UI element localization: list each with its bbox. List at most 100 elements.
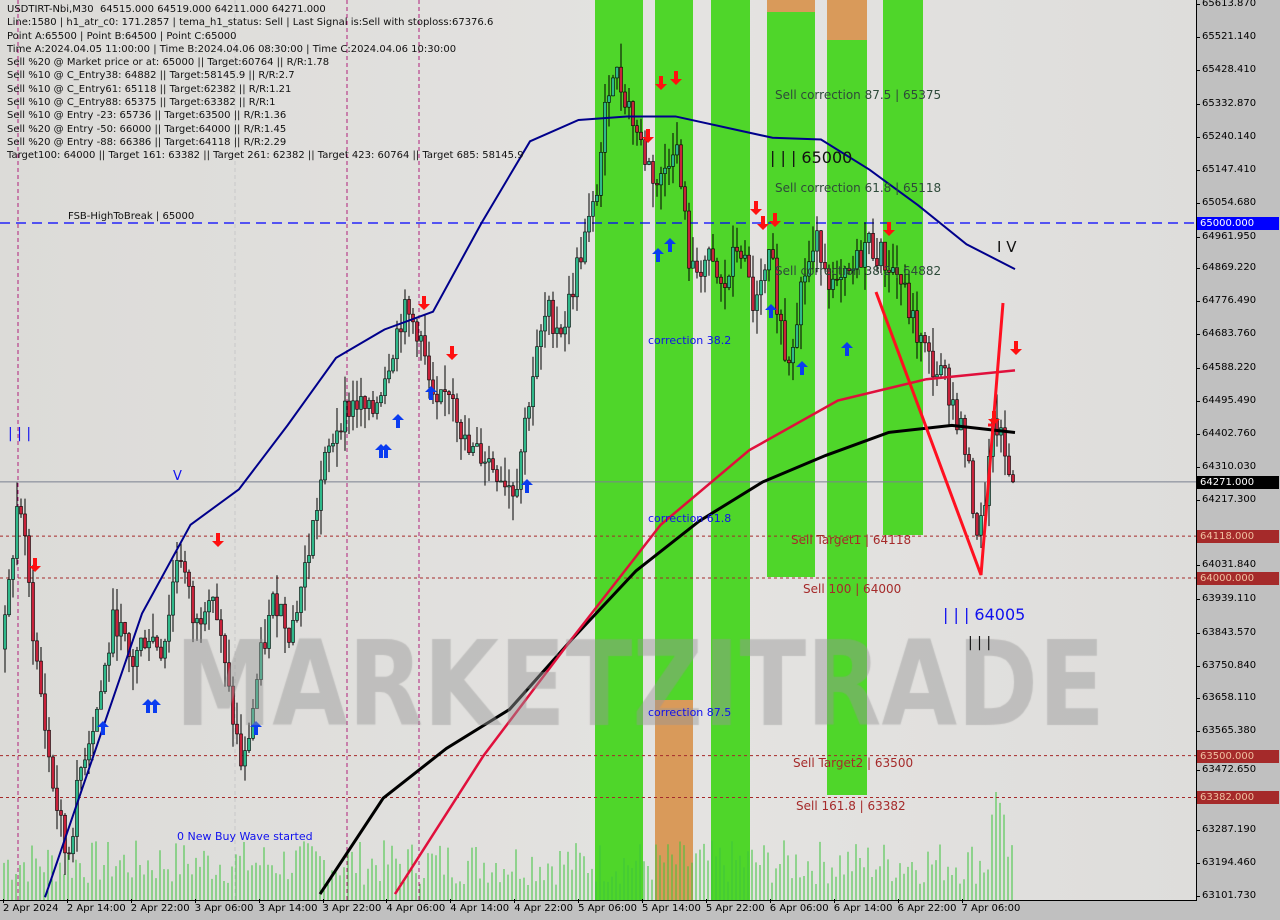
candle-body: [363, 396, 367, 409]
price-level-tag: 64000.000: [1197, 572, 1279, 586]
candle-body: [315, 510, 319, 521]
info-line: Sell %10 @ C_Entry61: 65118 || Target:62…: [7, 83, 292, 95]
candle-body: [623, 91, 627, 108]
candle-body: [491, 458, 495, 470]
price-tick: 64217.300: [1195, 493, 1257, 505]
candle-body: [187, 571, 191, 587]
signal-band: [767, 0, 815, 12]
price-tick: 63939.110: [1195, 592, 1257, 604]
wave-64005-label: | | | 64005: [943, 605, 1026, 624]
candle-body: [239, 733, 243, 767]
candle-body: [971, 460, 975, 514]
candle-body: [103, 664, 107, 692]
candle-body: [735, 246, 739, 252]
time-tick: 5 Apr 14:00: [642, 899, 701, 914]
candle-body: [451, 394, 455, 399]
candle-body: [931, 350, 935, 378]
candle-body: [415, 321, 419, 342]
candle-body: [767, 249, 771, 271]
candle-body: [607, 95, 611, 103]
candle-body: [527, 406, 531, 419]
price-tick: 65428.410: [1195, 63, 1257, 75]
candle-body: [227, 662, 231, 687]
info-line: USDTIRT-Nbi,M30 64515.000 64519.000 6421…: [7, 4, 326, 15]
candle-body: [327, 445, 331, 453]
candle-body: [795, 324, 799, 348]
candle-body: [379, 395, 383, 404]
candle-body: [683, 186, 687, 212]
price-tick: 65054.680: [1195, 196, 1257, 208]
candle-body: [923, 335, 927, 344]
time-tick: 5 Apr 22:00: [705, 899, 765, 914]
sell-arrow-icon: [1010, 341, 1022, 355]
candle-body: [107, 652, 111, 666]
info-line: Time A:2024.04.05 11:00:00 | Time B:2024…: [7, 43, 457, 55]
candle-body: [443, 389, 447, 392]
buy-arrow-icon: [142, 699, 154, 713]
correction-618-label: correction 61.8: [648, 512, 732, 525]
price-level-tag: 65000.000: [1197, 216, 1279, 230]
candle-body: [495, 469, 499, 482]
candle-body: [307, 555, 311, 563]
candle-body: [599, 152, 603, 196]
level-label: Sell Target2 | 63500: [793, 755, 914, 770]
price-tick: 64961.950: [1195, 230, 1257, 242]
candle-body: [711, 248, 715, 262]
candle-body: [791, 347, 795, 364]
info-line: Line:1580 | h1_atr_c0: 171.2857 | tema_h…: [7, 17, 494, 29]
candle-body: [559, 327, 563, 335]
buy-arrow-icon: [97, 721, 109, 735]
candle-body: [675, 144, 679, 156]
candle-body: [115, 609, 119, 637]
candle-body: [539, 330, 543, 347]
candle-body: [163, 640, 167, 659]
candle-body: [155, 636, 159, 648]
candle-body: [351, 400, 355, 417]
info-line: Sell %10 @ C_Entry38: 64882 || Target:58…: [7, 70, 295, 82]
candle-body: [287, 627, 291, 643]
candle-body: [235, 723, 239, 735]
candle-body: [215, 596, 219, 621]
candle-body: [615, 66, 619, 79]
candle-body: [779, 313, 783, 322]
candle-body: [207, 600, 211, 613]
candle-body: [551, 299, 555, 334]
candle-body: [663, 167, 667, 174]
info-line: Sell %20 @ Entry -88: 66386 || Target:64…: [7, 136, 287, 148]
candle-body: [387, 370, 391, 380]
candle-body: [919, 335, 923, 343]
candle-body: [459, 421, 463, 440]
candle-body: [951, 399, 955, 406]
candle-body: [939, 365, 943, 376]
signal-band: [655, 700, 693, 900]
price-tick: 63194.460: [1195, 857, 1257, 869]
sell-correction-618-label: Sell correction 61.8 | 65118: [775, 181, 942, 195]
candle-body: [511, 485, 515, 497]
candle-body: [743, 254, 747, 259]
time-tick: 6 Apr 06:00: [769, 899, 829, 914]
candle-body: [247, 738, 251, 751]
candle-body: [703, 259, 707, 277]
candle-body: [715, 260, 719, 278]
candle-body: [1007, 455, 1011, 475]
candle-body: [523, 417, 527, 453]
candle-body: [819, 230, 823, 263]
info-line: Sell %10 @ Entry -23: 65736 || Target:63…: [7, 110, 287, 122]
candle-body: [659, 173, 663, 186]
candle-body: [651, 161, 655, 184]
candle-body: [799, 281, 803, 326]
price-tick: 63750.840: [1195, 659, 1257, 671]
candle-body: [39, 660, 43, 695]
candle-body: [627, 101, 631, 108]
candle-body: [299, 586, 303, 613]
candle-body: [399, 328, 403, 333]
candle-body: [583, 231, 587, 263]
candle-body: [771, 249, 775, 259]
candle-body: [535, 346, 539, 377]
price-chart-area[interactable]: USDTIRT-Nbi,M30 64515.000 64519.000 6421…: [0, 0, 1197, 901]
candle-body: [3, 614, 7, 650]
candle-body: [515, 488, 519, 497]
candle-body: [23, 513, 27, 537]
price-tick: 64776.490: [1195, 295, 1257, 307]
candle-body: [231, 685, 235, 725]
